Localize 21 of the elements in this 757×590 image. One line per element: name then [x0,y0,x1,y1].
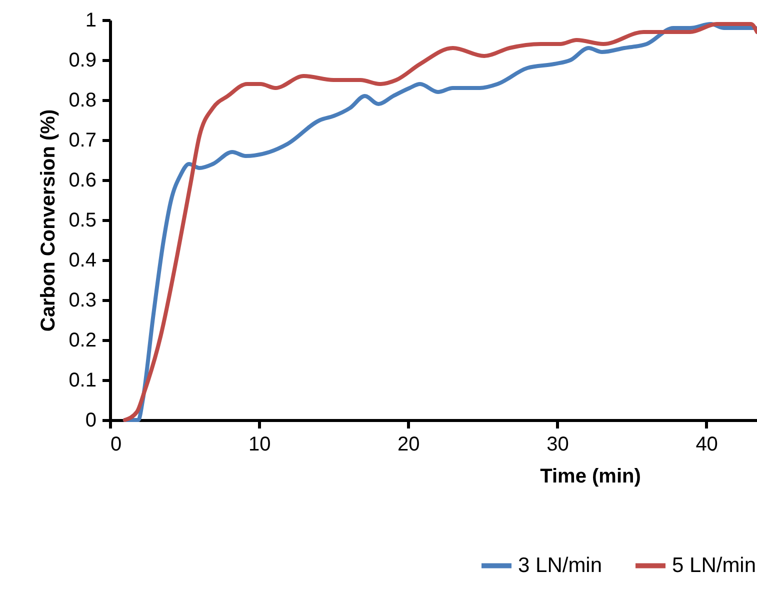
x-tick-label: 20 [398,434,420,456]
y-tick-label: 0.3 [68,290,96,312]
y-tick-label: 0.1 [68,370,96,392]
x-axis-title: Time (min) [540,466,641,488]
y-axis-title: Carbon Conversion (%) [38,109,60,332]
x-tick-label: 10 [248,434,271,456]
y-tick-label: 0.6 [68,170,96,192]
line-series [122,22,757,422]
y-tick-label: 0.2 [68,330,96,352]
y-tick-label: 0.9 [68,50,96,72]
x-tick-label: 0 [110,434,122,456]
y-tick-label: 0.4 [68,250,96,272]
y-tick-label: 0.7 [68,130,96,152]
y-tick-label: 0 [85,410,96,432]
x-tick-label: 40 [696,434,718,456]
legend-label: 5 LN/min [672,554,756,577]
legend-label: 3 LN/min [518,554,602,577]
y-tick-label: 1 [85,10,96,32]
x-tick-label: 30 [546,434,569,456]
y-tick-label: 0.5 [68,210,96,232]
y-tick-label: 0.8 [68,90,96,112]
